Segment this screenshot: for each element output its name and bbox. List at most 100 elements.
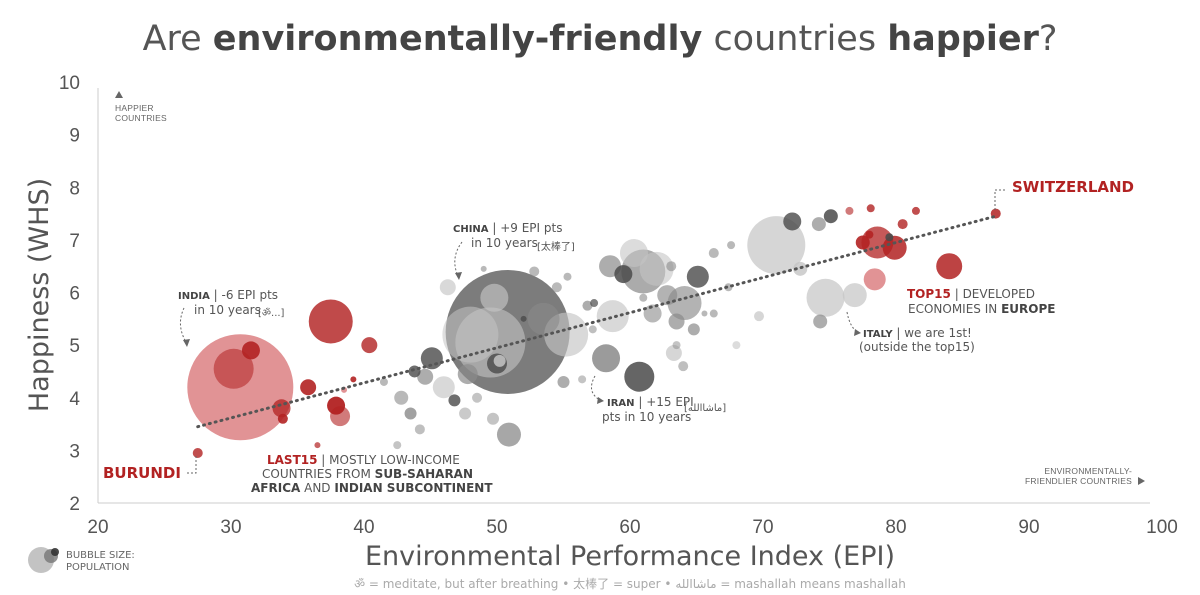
data-point xyxy=(657,285,678,306)
title-part-1: Are xyxy=(143,19,213,59)
last15-region-3: INDIAN SUBCONTINENT xyxy=(334,481,493,495)
italy-note: | we are 1st! xyxy=(893,326,972,340)
last15-name: LAST15 xyxy=(267,453,317,467)
x-axis-label: Environmental Performance Index (EPI) xyxy=(365,541,895,572)
data-point xyxy=(578,375,587,384)
x-tick-label: 80 xyxy=(885,517,906,538)
china-name: CHINA xyxy=(453,224,489,235)
data-point xyxy=(379,377,388,386)
data-point xyxy=(639,251,674,286)
data-point xyxy=(811,217,826,232)
data-point xyxy=(665,345,682,362)
last15-annotation-line-3: AFRICA AND INDIAN SUBCONTINENT xyxy=(251,481,493,495)
x-axis-arrow-icon xyxy=(1138,477,1145,485)
top15-annotation-line-1: TOP15 | DEVELOPED xyxy=(907,287,1035,301)
footnote-sep-1: • xyxy=(558,577,573,591)
y-tick-label: 8 xyxy=(69,178,80,199)
data-point xyxy=(813,314,828,329)
top15-desc-2: ECONOMIES IN xyxy=(908,302,1001,316)
data-point xyxy=(527,302,560,335)
burundi-arrow xyxy=(185,456,197,474)
x-axis-note-line-2: FRIENDLIER COUNTRIES xyxy=(1025,476,1132,486)
footnote: ॐ = meditate, but after breathing • 太棒了 … xyxy=(354,576,906,591)
data-point xyxy=(590,299,599,308)
data-point xyxy=(314,442,321,449)
iran-name: IRAN xyxy=(607,398,635,409)
footnote-symbol-2: 太棒了 xyxy=(573,576,609,591)
data-point xyxy=(404,407,417,420)
data-point xyxy=(783,212,802,231)
title-part-5: ? xyxy=(1039,19,1058,59)
y-tick-labels: 2 3 4 5 6 7 8 9 10 xyxy=(59,73,81,515)
data-point xyxy=(842,283,867,308)
data-point xyxy=(614,265,633,284)
data-point xyxy=(678,361,689,372)
italy-annotation-line-1: ITALY | we are 1st! xyxy=(863,326,972,340)
data-point xyxy=(493,354,506,367)
data-point xyxy=(192,448,203,459)
x-tick-labels: 20 30 40 50 60 70 80 90 100 xyxy=(87,517,1177,538)
italy-arrow xyxy=(846,311,859,333)
data-point xyxy=(551,282,562,293)
x-tick-label: 20 xyxy=(87,517,108,538)
data-point xyxy=(350,376,357,383)
data-point xyxy=(823,209,838,224)
data-point xyxy=(732,341,741,350)
title-part-2: environmentally-friendly xyxy=(213,19,703,59)
footnote-symbol-3: ماشاالله xyxy=(675,577,716,591)
data-point xyxy=(668,313,685,330)
x-axis-note-line-1: ENVIRONMENTALLY- xyxy=(1044,466,1132,476)
legend-label-2: POPULATION xyxy=(66,562,130,573)
last15-annotation-line-2: COUNTRIES FROM SUB-SAHARAN xyxy=(262,467,473,481)
footnote-text-1: = meditate, but after breathing xyxy=(365,577,558,591)
data-point xyxy=(394,390,409,405)
data-point xyxy=(747,216,806,275)
data-point xyxy=(417,368,434,385)
footnote-sep-2: • xyxy=(661,577,676,591)
y-tick-label: 10 xyxy=(59,73,80,94)
y-tick-label: 3 xyxy=(69,441,80,462)
x-tick-label: 100 xyxy=(1146,517,1178,538)
india-arrow xyxy=(180,307,187,343)
data-point xyxy=(708,248,719,259)
china-annotation-line-2: in 10 years xyxy=(471,236,538,250)
footnote-text-2: = super xyxy=(609,577,661,591)
india-arrowhead-icon xyxy=(183,339,190,347)
data-point xyxy=(457,364,478,385)
data-point xyxy=(563,272,572,281)
data-point xyxy=(666,261,677,272)
data-point xyxy=(308,299,353,344)
data-point xyxy=(686,265,709,288)
last15-annotation-line-1: LAST15 | MOSTLY LOW-INCOME xyxy=(267,453,460,467)
data-point xyxy=(911,206,920,215)
x-tick-label: 40 xyxy=(353,517,374,538)
data-point xyxy=(865,230,874,239)
bubble-size-legend: BUBBLE SIZE: POPULATION xyxy=(28,547,135,573)
data-point xyxy=(936,253,963,280)
data-point xyxy=(557,375,570,388)
data-point xyxy=(855,235,870,250)
data-point xyxy=(529,266,540,277)
india-annotation-line-1: INDIA | -6 EPI pts xyxy=(178,288,278,302)
switzerland-label: SWITZERLAND xyxy=(1012,178,1134,196)
top15-annotation-line-2: ECONOMIES IN EUROPE xyxy=(908,302,1055,316)
switzerland-arrow xyxy=(994,189,1005,210)
data-point xyxy=(442,306,499,363)
data-point xyxy=(845,206,854,215)
italy-annotation-line-2: (outside the top15) xyxy=(859,340,975,354)
y-axis-note-line-2: COUNTRIES xyxy=(115,113,167,123)
india-annotation-line-2: in 10 years xyxy=(194,303,261,317)
top15-desc: | DEVELOPED xyxy=(951,287,1035,301)
data-point xyxy=(448,394,461,407)
data-point xyxy=(487,412,500,425)
top15-name: TOP15 xyxy=(907,287,951,301)
last15-desc-2: COUNTRIES FROM xyxy=(262,467,375,481)
x-tick-label: 70 xyxy=(752,517,773,538)
data-point xyxy=(624,361,655,392)
data-point xyxy=(701,310,708,317)
data-point xyxy=(496,422,521,447)
data-point xyxy=(885,233,894,242)
india-name: INDIA xyxy=(178,291,210,302)
data-point xyxy=(480,283,509,312)
